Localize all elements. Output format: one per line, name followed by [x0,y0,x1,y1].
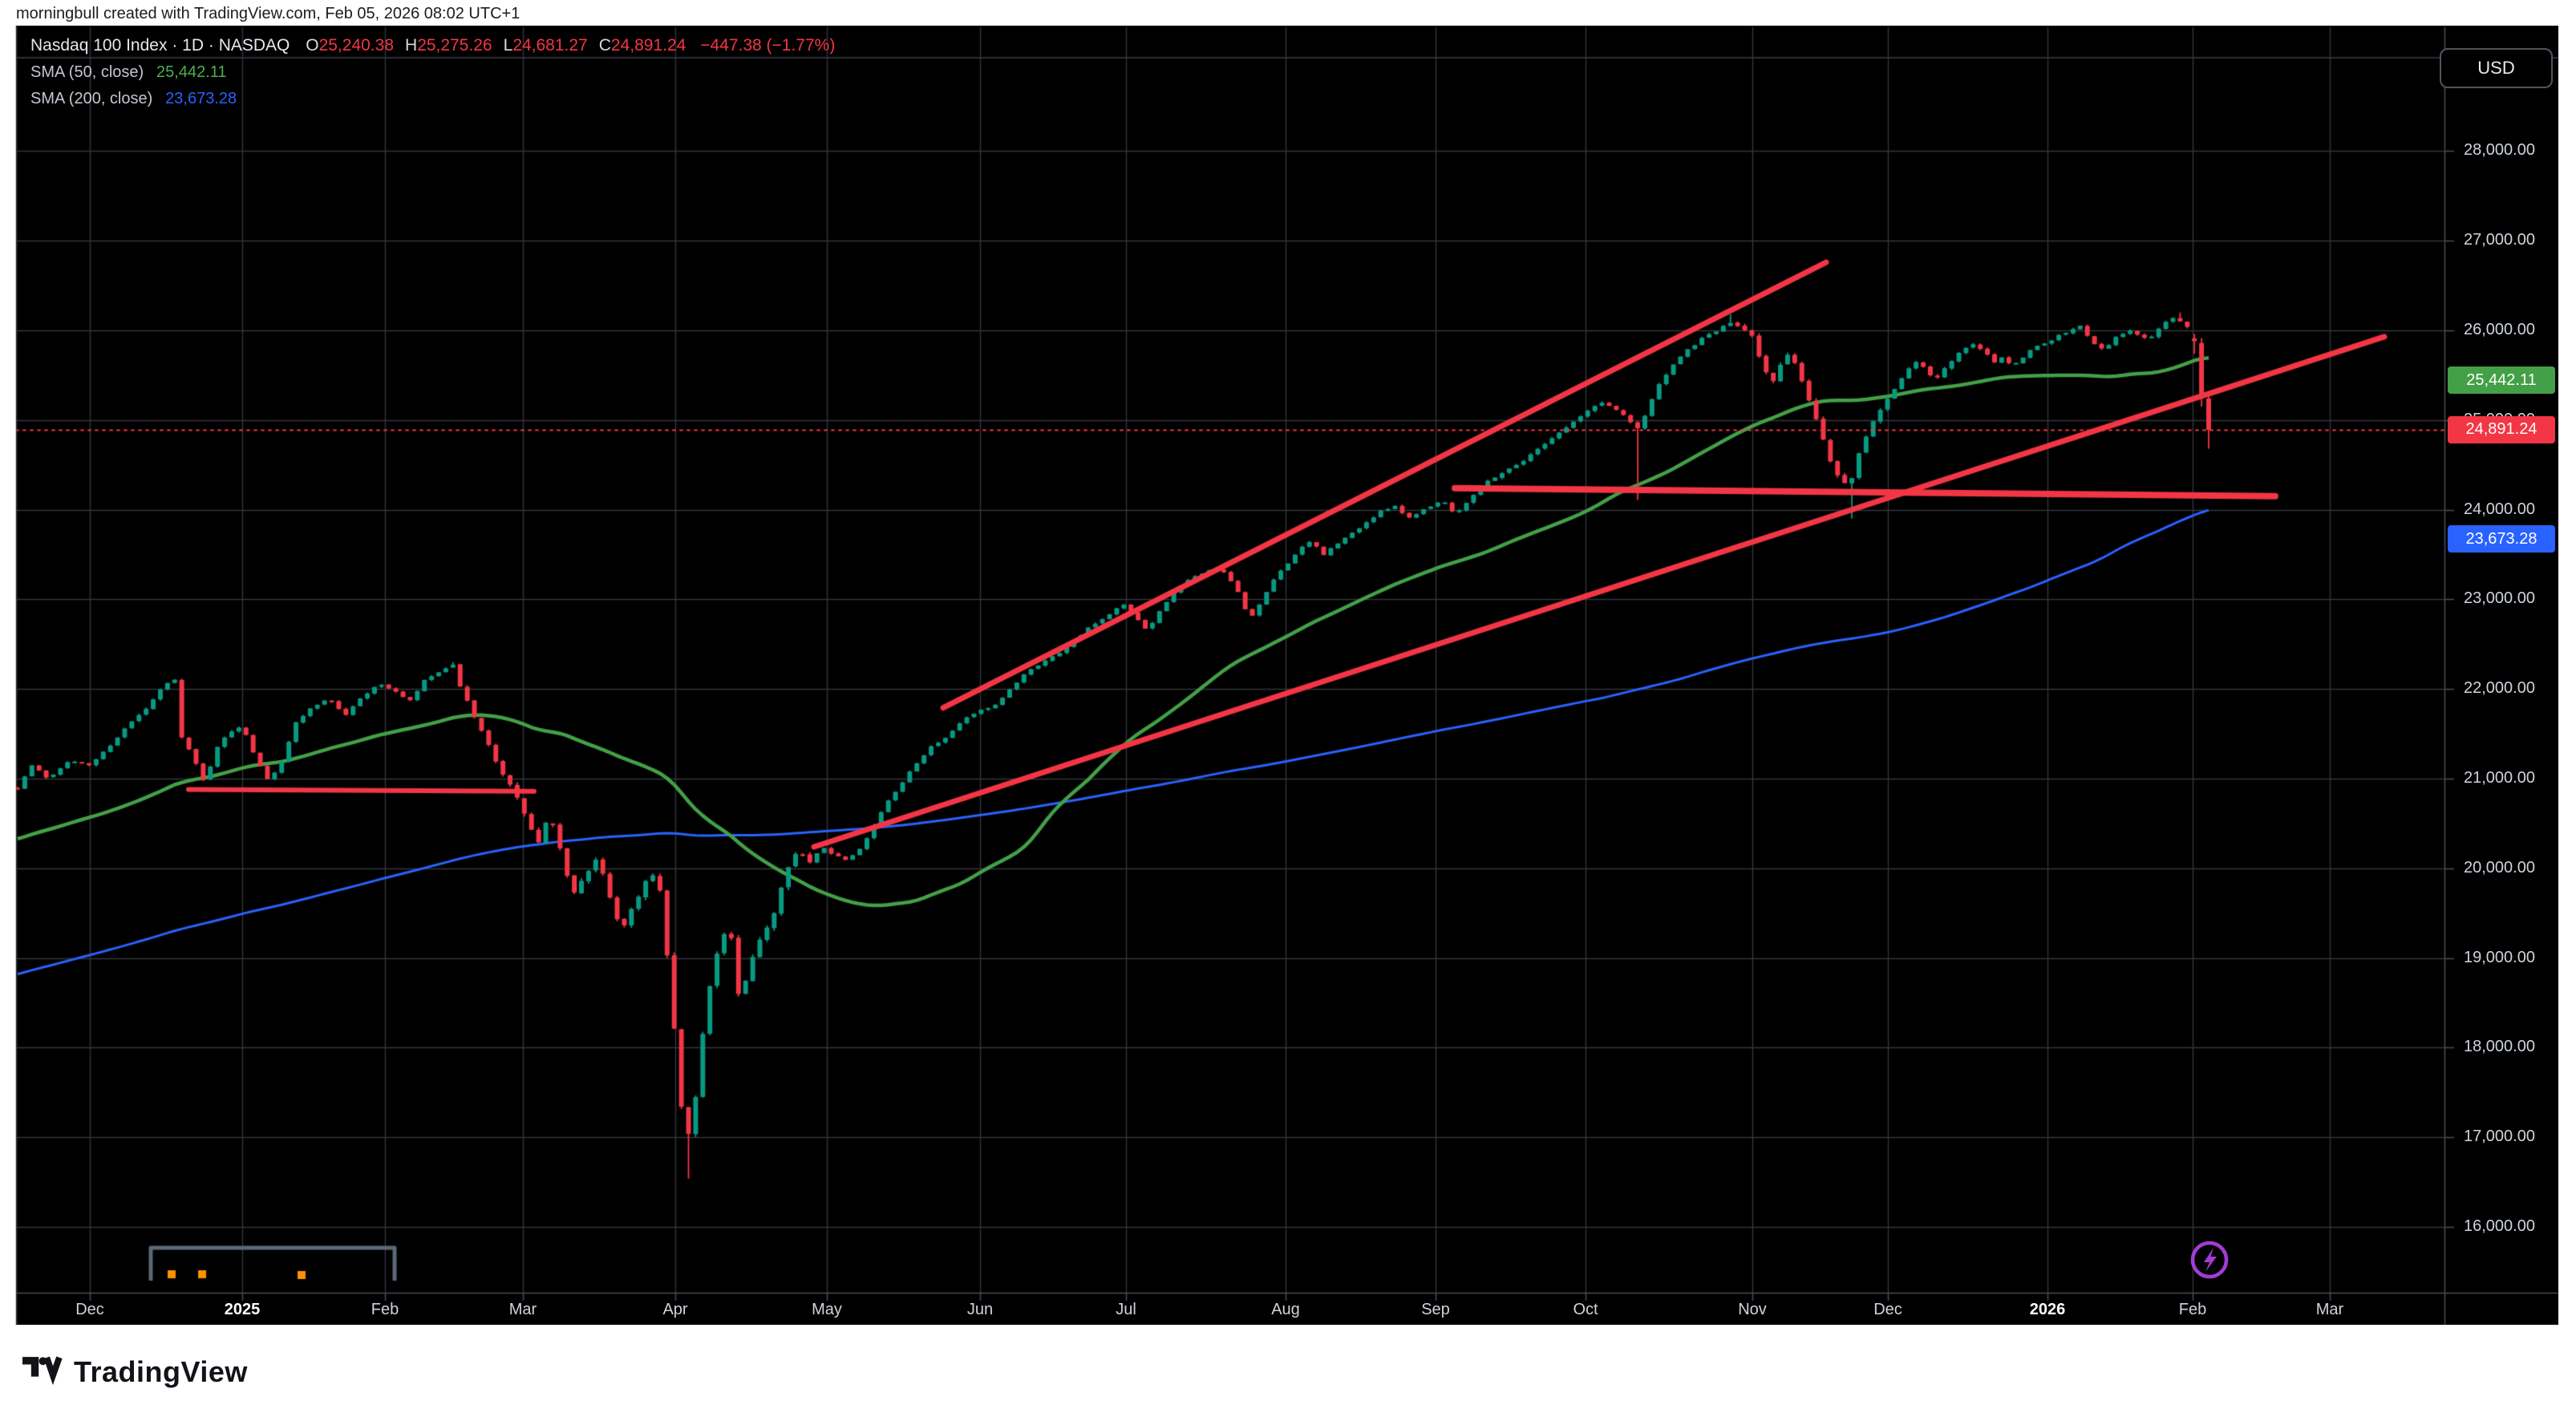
price-badge: 23,673.28 [2448,525,2555,553]
ohlc-item: C24,891.24 [598,36,687,55]
month-axis-label: Apr [662,1301,688,1318]
month-axis-label: Mar [508,1301,537,1318]
month-axis-label: Feb [371,1301,399,1318]
month-axis-label: Nov [1738,1301,1767,1318]
price-axis-label: 24,000.00 [2464,500,2535,518]
ohlc-item: L24,681.27 [503,36,588,55]
year-axis-label: 2026 [2029,1301,2066,1318]
attribution-text: morningbull created with TradingView.com… [16,5,520,22]
price-axis-label: 18,000.00 [2464,1038,2535,1056]
month-axis-label: Sep [1421,1301,1450,1318]
price-axis-label: 20,000.00 [2464,858,2535,876]
price-badge: 24,891.24 [2448,415,2555,443]
month-axis-label: Aug [1271,1301,1300,1318]
separator: · [172,36,178,55]
price-axis-label: 21,000.00 [2464,769,2535,787]
price-axis-label: 26,000.00 [2464,321,2535,338]
ohlc-item: O25,240.38 [306,36,395,55]
month-axis-label: Feb [2178,1301,2207,1318]
sma50-label: SMA (50, close) [30,63,144,81]
month-axis-label: May [812,1301,842,1318]
exchange-label: NASDAQ [218,36,290,55]
tradingview-logo-icon [22,1354,64,1390]
price-axis-label: 16,000.00 [2464,1217,2535,1235]
ohlc-item: H25,275.26 [405,36,492,55]
sma200-row: SMA (200, close) 23,673.28 [30,88,835,109]
change-value: −447.38 (−1.77%) [700,36,836,55]
sma200-value: 23,673.28 [165,90,237,107]
year-axis-label: 2025 [224,1301,261,1318]
month-axis-label: Dec [75,1301,104,1318]
chart-legend: Nasdaq 100 Index · 1D · NASDAQ O25,240.3… [30,35,835,115]
price-axis-label: 27,000.00 [2464,231,2535,249]
price-axis-label: 19,000.00 [2464,948,2535,966]
separator: · [208,36,214,55]
price-badge: 25,442.11 [2448,366,2555,395]
interval-label: 1D [182,36,205,55]
price-axis-label: 28,000.00 [2464,141,2535,160]
month-axis-label: Dec [1873,1301,1902,1318]
month-axis-label: Oct [1573,1301,1598,1318]
tradingview-logo[interactable]: TradingView [22,1354,248,1390]
symbol-row: Nasdaq 100 Index · 1D · NASDAQ O25,240.3… [30,35,835,56]
month-axis-label: Jun [966,1301,994,1318]
month-axis-label: Mar [2315,1301,2344,1318]
month-axis-label: Jul [1116,1301,1136,1318]
symbol-title: Nasdaq 100 Index [30,36,168,55]
sma50-row: SMA (50, close) 25,442.11 [30,62,835,83]
price-axis-label: 23,000.00 [2464,589,2535,608]
ohlc-values: O25,240.38 H25,275.26 L24,681.27 C24,891.24 [294,36,686,55]
currency-usd-button[interactable]: USD [2440,48,2553,88]
sma200-label: SMA (200, close) [30,90,153,107]
sma50-value: 25,442.11 [156,63,227,81]
tradingview-logo-text: TradingView [74,1354,248,1388]
price-axis-label: 22,000.00 [2464,679,2535,698]
lightning-bolt-icon[interactable] [2189,1239,2230,1285]
price-axis-label: 17,000.00 [2464,1127,2535,1146]
